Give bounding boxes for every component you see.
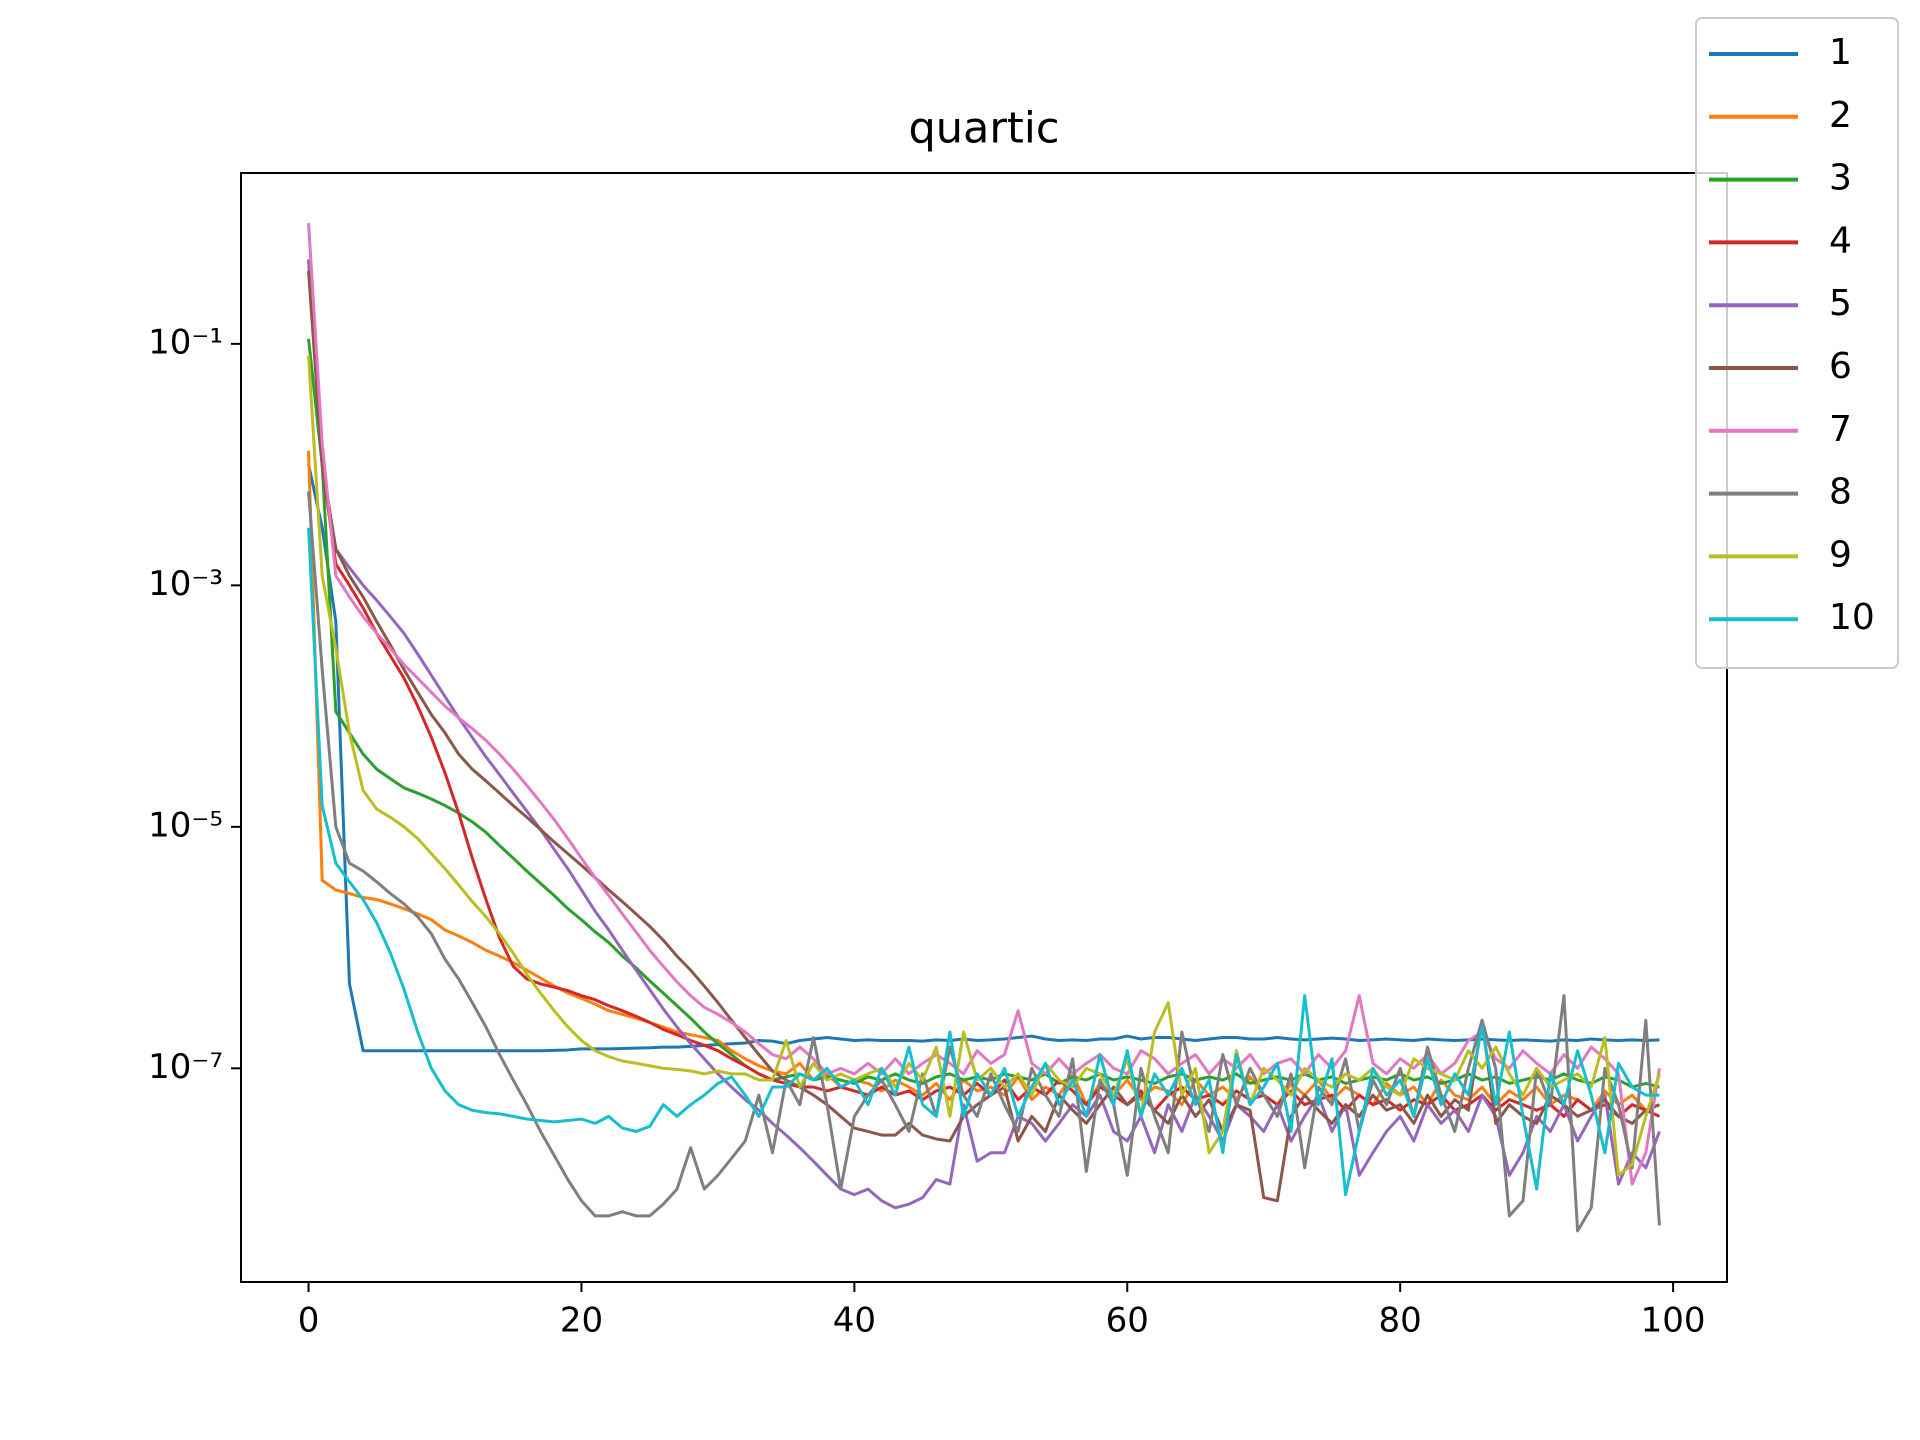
- series-line: [307, 464, 1660, 1053]
- legend-label: 7: [1829, 409, 1852, 450]
- y-tick-label: 10⁻³: [148, 564, 223, 604]
- series-line: [307, 355, 1661, 1177]
- x-tick-label: 100: [1641, 1301, 1706, 1341]
- chart-title: quartic: [908, 104, 1059, 154]
- series-line: [307, 259, 1661, 1210]
- y-tick-label: 10⁻⁵: [148, 805, 223, 845]
- legend-label: 6: [1829, 346, 1852, 387]
- x-tick-label: 20: [560, 1301, 603, 1341]
- x-tick-label: 0: [298, 1301, 320, 1341]
- x-tick-label: 40: [833, 1301, 876, 1341]
- legend-label: 5: [1829, 283, 1852, 324]
- legend-label: 1: [1829, 32, 1852, 73]
- legend-label: 10: [1829, 597, 1875, 638]
- y-tick-label: 10⁻⁷: [148, 1047, 223, 1087]
- legend: 1 2 3 4 5 6 7 8 9 10: [1695, 17, 1899, 669]
- x-tick-label: 60: [1106, 1301, 1149, 1341]
- axes-frame: [240, 172, 1728, 1283]
- legend-label: 9: [1829, 534, 1852, 575]
- legend-label: 2: [1829, 95, 1852, 136]
- legend-label: 4: [1829, 220, 1852, 261]
- series-line: [307, 527, 1660, 1197]
- x-tick-label: 80: [1379, 1301, 1422, 1341]
- legend-label: 8: [1829, 472, 1852, 513]
- plot-area: [307, 223, 1661, 1233]
- series-line: [307, 223, 1661, 1186]
- y-tick-label: 10⁻¹: [148, 322, 223, 362]
- legend-label: 3: [1829, 158, 1852, 199]
